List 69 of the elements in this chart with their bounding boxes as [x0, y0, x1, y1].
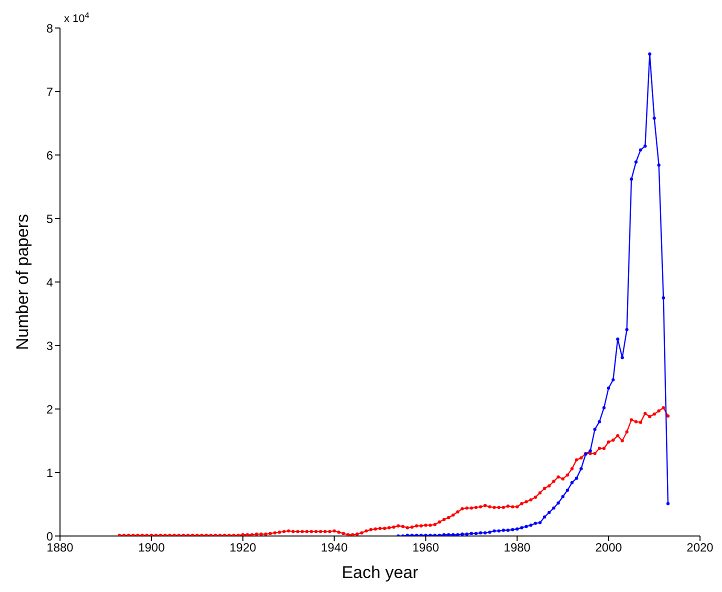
point — [456, 533, 460, 536]
point — [634, 160, 638, 164]
point — [460, 532, 464, 536]
point — [552, 506, 556, 510]
y-tick-label: 7 — [46, 84, 54, 99]
x-tick-label: 1960 — [412, 540, 440, 555]
point — [538, 521, 542, 524]
point — [662, 296, 666, 300]
y-tick-label: 2 — [46, 402, 54, 416]
point — [506, 528, 510, 532]
point — [502, 528, 506, 532]
point — [638, 148, 642, 152]
point — [542, 515, 546, 519]
point — [630, 178, 634, 181]
point — [470, 532, 474, 536]
point — [497, 529, 500, 533]
point — [652, 116, 656, 120]
point — [534, 522, 538, 525]
point — [620, 356, 624, 360]
point — [588, 449, 592, 453]
point — [478, 531, 482, 534]
point — [566, 488, 570, 492]
point — [465, 532, 468, 536]
y-tick-label: 6 — [46, 148, 54, 162]
point — [484, 531, 487, 534]
x-tick-label: 1900 — [138, 540, 166, 555]
point — [488, 530, 492, 534]
x-tick-label: 1980 — [504, 540, 531, 555]
point — [625, 328, 628, 332]
point — [446, 533, 450, 536]
y-tick-label: 4 — [46, 275, 54, 290]
point — [593, 428, 596, 431]
y-tick-label: 1 — [46, 466, 54, 480]
point — [561, 495, 564, 498]
point — [616, 338, 620, 341]
point — [602, 406, 606, 410]
x-tick-label: 2000 — [595, 540, 622, 555]
point — [516, 527, 519, 531]
y-tick-label: 8 — [46, 21, 54, 36]
point — [612, 378, 615, 382]
point — [529, 524, 532, 527]
y-tick-label: 0 — [46, 529, 54, 544]
point — [556, 501, 560, 505]
y-tick-label: 3 — [46, 338, 54, 353]
point — [666, 502, 670, 506]
x-tick-label: 2020 — [686, 540, 714, 555]
x-tick-label: 1920 — [230, 540, 257, 555]
point — [648, 52, 652, 56]
point — [548, 510, 551, 514]
point — [452, 533, 455, 536]
y-axis-title: Number of papers — [13, 214, 32, 350]
text: x 10$^{4}$ — [64, 10, 90, 25]
point — [510, 528, 514, 532]
point — [474, 532, 478, 536]
point — [580, 467, 583, 470]
x-axis-title: Each year — [342, 563, 419, 582]
point — [442, 533, 446, 536]
point — [570, 481, 574, 484]
point — [657, 164, 660, 167]
point — [520, 526, 524, 530]
point — [606, 386, 610, 390]
x-tick-label: 1940 — [320, 540, 348, 555]
point — [644, 144, 647, 148]
y-tick-label: 5 — [46, 212, 54, 226]
point — [524, 524, 528, 528]
point — [574, 476, 578, 480]
point — [598, 420, 602, 424]
x-tick-label: 1880 — [46, 540, 74, 555]
point — [492, 529, 496, 533]
